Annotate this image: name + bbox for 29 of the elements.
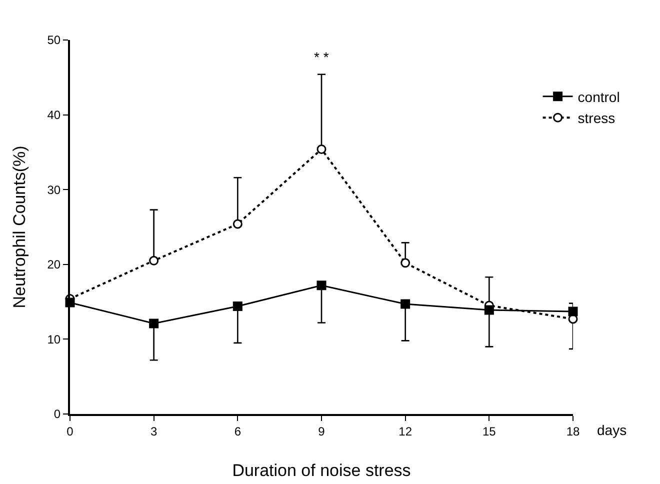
point xyxy=(568,306,578,316)
point xyxy=(232,302,242,312)
y-tick-label: 40 xyxy=(47,108,61,122)
x-tick-label: 0 xyxy=(66,424,74,438)
point xyxy=(400,258,410,268)
point xyxy=(316,144,326,154)
x-tick-label: 3 xyxy=(150,424,158,438)
point xyxy=(400,299,410,309)
legend-label: stress xyxy=(578,110,616,126)
y-tick-label: 50 xyxy=(47,33,61,48)
x-tick-label: 12 xyxy=(398,424,412,438)
x-tick-label: 6 xyxy=(234,424,242,438)
text: days xyxy=(597,422,627,438)
point xyxy=(484,305,494,315)
x-tick-label: 15 xyxy=(482,424,496,438)
y-tick-label: 0 xyxy=(54,407,61,422)
y-tick-label: 20 xyxy=(47,258,61,272)
x-tick-label: 9 xyxy=(318,424,326,438)
y-tick-label: 10 xyxy=(47,332,61,346)
x-tick-label: 18 xyxy=(566,424,580,438)
y-tick-label: 30 xyxy=(47,182,61,197)
point xyxy=(149,318,159,328)
x-axis-title: Duration of noise stress xyxy=(232,461,411,480)
legend-label: control xyxy=(578,88,620,105)
point xyxy=(316,280,326,290)
annotation: * * xyxy=(314,49,330,65)
y-axis-title: Neutrophil Counts(%) xyxy=(10,146,29,308)
point xyxy=(232,219,242,229)
point xyxy=(149,256,159,266)
